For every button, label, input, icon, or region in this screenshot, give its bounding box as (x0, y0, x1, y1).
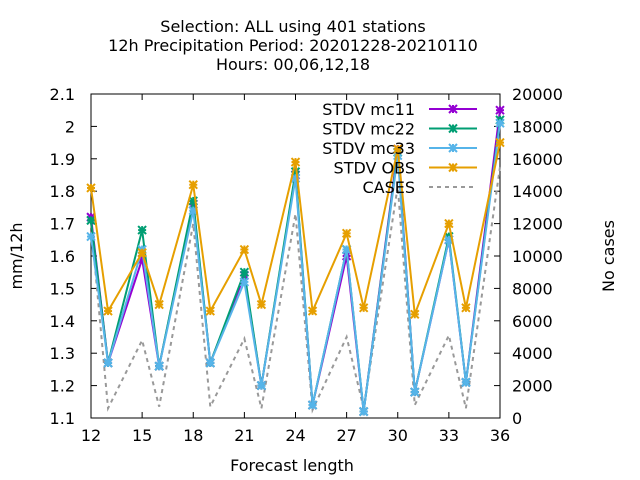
y2-tick-label: 10000 (512, 247, 563, 266)
data-point-stdv-obs (393, 144, 403, 154)
y-tick-label: 2 (65, 117, 75, 136)
y-tick-label: 1.4 (50, 312, 75, 331)
legend-label: STDV mc33 (322, 139, 415, 158)
y-tick-label: 1.6 (50, 247, 75, 266)
y2-tick-label: 18000 (512, 117, 563, 136)
series-layer (86, 105, 505, 417)
y2-tick-label: 6000 (512, 312, 553, 331)
x-tick-label: 21 (234, 426, 254, 445)
axis-ticks: 12 15 18 21 24 27 30 33 36 1.1 1.2 1.3 1.4 1.5 1.6 1.7 1… (50, 85, 563, 445)
y-tick-label: 1.8 (50, 182, 75, 201)
data-point-stdv-mc22 (86, 215, 96, 226)
legend-item-stdv-obs: STDV OBS (334, 159, 477, 178)
legend-marker (448, 162, 458, 173)
y2-axis-label: No cases (599, 220, 618, 292)
data-point-stdv-obs (154, 299, 164, 310)
y-tick-label: 2.1 (50, 85, 75, 104)
series-cases (90, 166, 501, 414)
y-tick-label: 1.7 (50, 215, 75, 234)
y-tick-label: 1.1 (50, 409, 75, 428)
data-point-stdv-obs (256, 299, 267, 310)
data-point-stdv-mc33 (86, 231, 96, 242)
data-point-stdv-obs (341, 228, 352, 239)
plot-border (90, 93, 501, 419)
legend-label: STDV mc22 (322, 120, 415, 139)
y2-tick-label: 12000 (512, 215, 563, 234)
data-point-stdv-obs (290, 157, 301, 167)
legend-item-cases: CASES (362, 178, 477, 197)
legend-marker (448, 143, 458, 153)
title-line-1: Selection: ALL using 401 stations (160, 17, 425, 36)
data-point-stdv-mc22 (137, 225, 147, 235)
data-point-stdv-mc33 (103, 358, 113, 368)
x-tick-label: 33 (439, 426, 459, 445)
y-axis-label: mm/12h (7, 222, 26, 289)
series-stdv-obs (86, 137, 505, 320)
data-point-stdv-obs (461, 303, 471, 313)
x-axis-label: Forecast length (230, 456, 354, 475)
legend-label: STDV mc11 (322, 100, 415, 119)
data-point-stdv-mc22 (239, 267, 250, 277)
x-tick-label: 30 (388, 426, 408, 445)
y2-tick-label: 8000 (512, 279, 553, 298)
legend-item-stdv-mc22: STDV mc22 (322, 120, 477, 139)
data-point-stdv-obs (86, 183, 96, 193)
title-line-2: 12h Precipitation Period: 20201228-20210… (108, 36, 478, 55)
data-point-stdv-mc33 (154, 361, 164, 371)
x-tick-label: 18 (183, 426, 203, 445)
chart-title: Selection: ALL using 401 stations 12h Pr… (108, 17, 478, 74)
y-tick-label: 1.5 (50, 279, 75, 298)
y2-tick-label: 2000 (512, 377, 553, 396)
data-point-stdv-mc33 (358, 406, 369, 417)
data-point-stdv-obs (307, 306, 318, 316)
data-point-stdv-obs (410, 309, 420, 320)
x-tick-label: 36 (490, 426, 510, 445)
data-point-stdv-mc33 (495, 118, 505, 128)
legend-label: STDV OBS (334, 159, 415, 178)
y2-tick-label: 14000 (512, 182, 563, 201)
legend-marker (448, 104, 458, 114)
data-point-stdv-mc33 (307, 400, 318, 410)
data-point-stdv-obs (205, 306, 215, 316)
legend-item-stdv-mc11: STDV mc11 (322, 100, 477, 119)
data-point-stdv-obs (444, 218, 454, 229)
legend-item-stdv-mc33: STDV mc33 (322, 139, 477, 158)
data-point-stdv-mc33 (256, 380, 267, 391)
y-tick-label: 1.2 (50, 377, 75, 396)
data-point-stdv-obs (239, 244, 250, 255)
title-line-3: Hours: 00,06,12,18 (216, 55, 370, 74)
legend-marker (448, 123, 458, 134)
y-tick-label: 1.9 (50, 150, 75, 169)
y2-tick-label: 16000 (512, 150, 563, 169)
legend-label: CASES (362, 178, 415, 197)
y2-tick-label: 20000 (512, 85, 563, 104)
y2-tick-label: 4000 (512, 344, 553, 363)
data-point-stdv-obs (103, 306, 113, 316)
data-point-stdv-mc33 (239, 277, 250, 287)
y-tick-label: 1.3 (50, 344, 75, 363)
data-point-stdv-mc33 (205, 358, 215, 368)
x-tick-label: 24 (285, 426, 305, 445)
series-line-stdv-mc11 (90, 110, 501, 412)
plot-area (90, 93, 501, 419)
y2-tick-label: 0 (512, 409, 522, 428)
data-point-stdv-mc11 (495, 105, 505, 115)
x-tick-label: 12 (81, 426, 101, 445)
data-point-stdv-mc33 (410, 387, 420, 397)
data-point-stdv-obs (495, 137, 505, 148)
data-point-stdv-mc33 (461, 377, 471, 388)
x-tick-label: 27 (336, 426, 356, 445)
data-point-stdv-obs (358, 303, 369, 313)
data-point-stdv-obs (188, 180, 198, 190)
series-line-cases (90, 166, 501, 414)
x-tick-label: 15 (132, 426, 152, 445)
data-point-stdv-obs (137, 248, 147, 258)
